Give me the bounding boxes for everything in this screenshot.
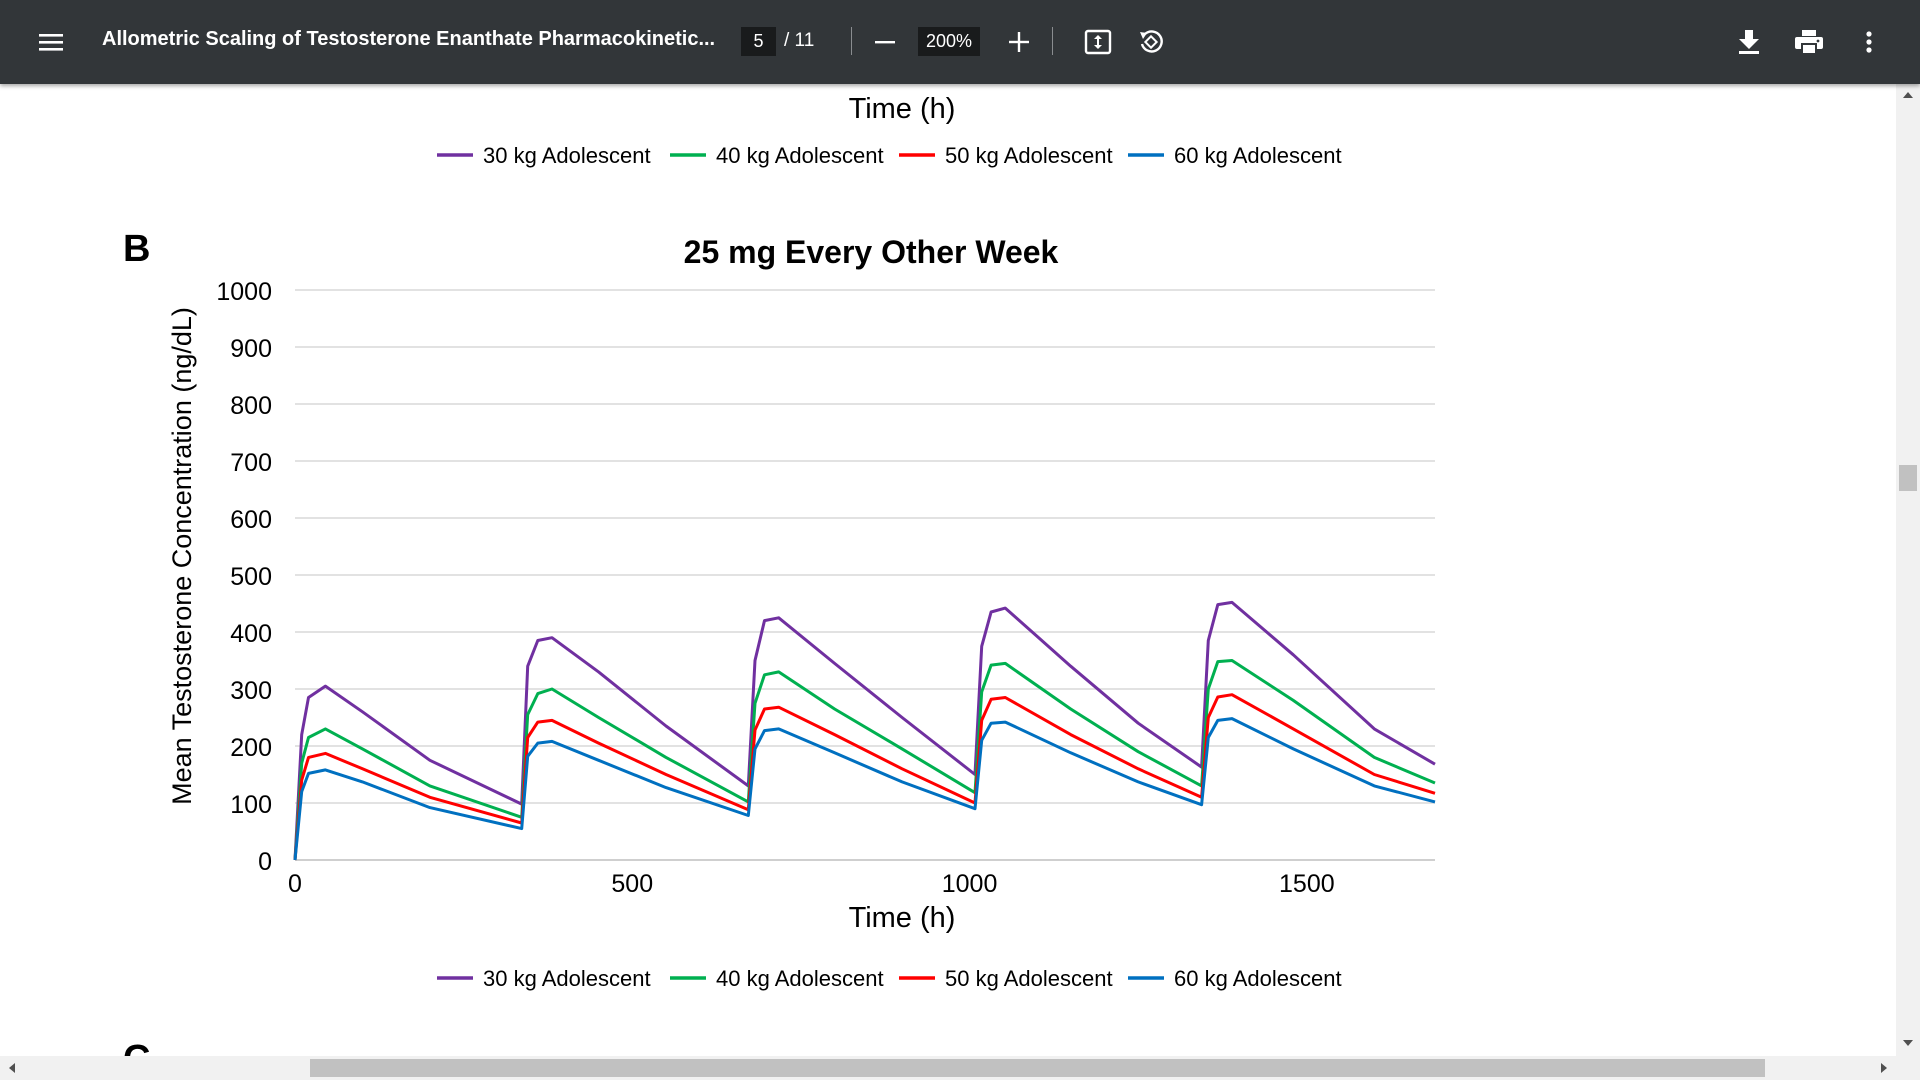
page-total: / 11: [784, 30, 815, 51]
legend-label: 50 kg Adolescent: [945, 143, 1113, 168]
vertical-scroll-thumb[interactable]: [1899, 465, 1917, 491]
next-panel-label: C: [123, 1038, 150, 1056]
panel-label: B: [123, 228, 150, 270]
toolbar-divider: [851, 27, 852, 55]
x-tick-label: 0: [288, 870, 302, 898]
x-tick-label: 1000: [942, 870, 998, 898]
document-viewport[interactable]: Time (h) 30 kg Adolescent 40 kg Adolescen…: [0, 84, 1896, 1056]
legend-label: 60 kg Adolescent: [1174, 143, 1342, 168]
chart-gridlines: [295, 289, 1435, 861]
x-axis-label: Time (h): [849, 902, 956, 934]
x-tick-label: 1500: [1279, 870, 1335, 898]
prev-chart-x-axis-label: Time (h): [849, 93, 956, 125]
print-icon[interactable]: [1793, 28, 1825, 56]
y-tick-label: 700: [230, 449, 272, 477]
series-line-2: [293, 659, 1436, 861]
y-tick-label: 300: [230, 677, 272, 705]
scroll-left-arrow-icon[interactable]: [9, 1063, 15, 1073]
legend-label: 30 kg Adolescent: [483, 966, 651, 991]
chart-plot-area: [293, 600, 1436, 861]
series-line-3: [293, 693, 1436, 861]
hamburger-menu-icon[interactable]: [36, 28, 66, 56]
legend-label: 30 kg Adolescent: [483, 143, 651, 168]
y-tick-label: 500: [230, 563, 272, 591]
y-tick-label: 100: [230, 791, 272, 819]
series-line-1: [293, 600, 1436, 861]
series-line-4: [293, 717, 1436, 861]
toolbar-divider: [1052, 27, 1053, 55]
scroll-up-arrow-icon[interactable]: [1903, 92, 1913, 98]
zoom-level-input[interactable]: 200%: [918, 27, 980, 56]
chart-legend: 30 kg Adolescent 40 kg Adolescent 50 kg Ad…: [437, 966, 1342, 991]
vertical-scrollbar[interactable]: [1896, 84, 1920, 1056]
y-tick-label: 1000: [216, 278, 272, 306]
zoom-in-icon[interactable]: [1006, 29, 1032, 55]
scroll-right-arrow-icon[interactable]: [1881, 1063, 1887, 1073]
zoom-out-icon[interactable]: [872, 30, 898, 54]
legend-label: 60 kg Adolescent: [1174, 966, 1342, 991]
y-tick-label: 0: [258, 848, 272, 876]
y-tick-label: 900: [230, 335, 272, 363]
download-icon[interactable]: [1735, 28, 1763, 56]
chart-title: 25 mg Every Other Week: [684, 234, 1059, 270]
pdf-toolbar: Allometric Scaling of Testosterone Enant…: [0, 0, 1920, 84]
pdf-page: Time (h) 30 kg Adolescent 40 kg Adolescen…: [123, 93, 1436, 1056]
fit-page-icon[interactable]: [1083, 28, 1113, 56]
horizontal-scroll-thumb[interactable]: [310, 1059, 1765, 1077]
legend-label: 40 kg Adolescent: [716, 966, 884, 991]
more-options-icon[interactable]: [1857, 28, 1881, 56]
y-tick-label: 400: [230, 620, 272, 648]
document-title: Allometric Scaling of Testosterone Enant…: [102, 28, 716, 50]
y-axis-label: Mean Testosterone Concentration (ng/dL): [167, 307, 197, 805]
y-axis-ticks: 0 100 200 300 400 500 600 700 800 900 1000: [216, 278, 272, 876]
rotate-icon[interactable]: [1135, 26, 1167, 58]
legend-label: 40 kg Adolescent: [716, 143, 884, 168]
page-number-input[interactable]: 5: [741, 27, 776, 56]
legend-label: 50 kg Adolescent: [945, 966, 1113, 991]
y-tick-label: 600: [230, 506, 272, 534]
x-tick-label: 500: [611, 870, 653, 898]
y-tick-label: 800: [230, 392, 272, 420]
prev-chart-legend: 30 kg Adolescent 40 kg Adolescent 50 kg Ad…: [437, 143, 1342, 168]
y-tick-label: 200: [230, 734, 272, 762]
x-axis-ticks: 0 500 1000 1500: [288, 870, 1335, 898]
scroll-down-arrow-icon[interactable]: [1903, 1040, 1913, 1046]
